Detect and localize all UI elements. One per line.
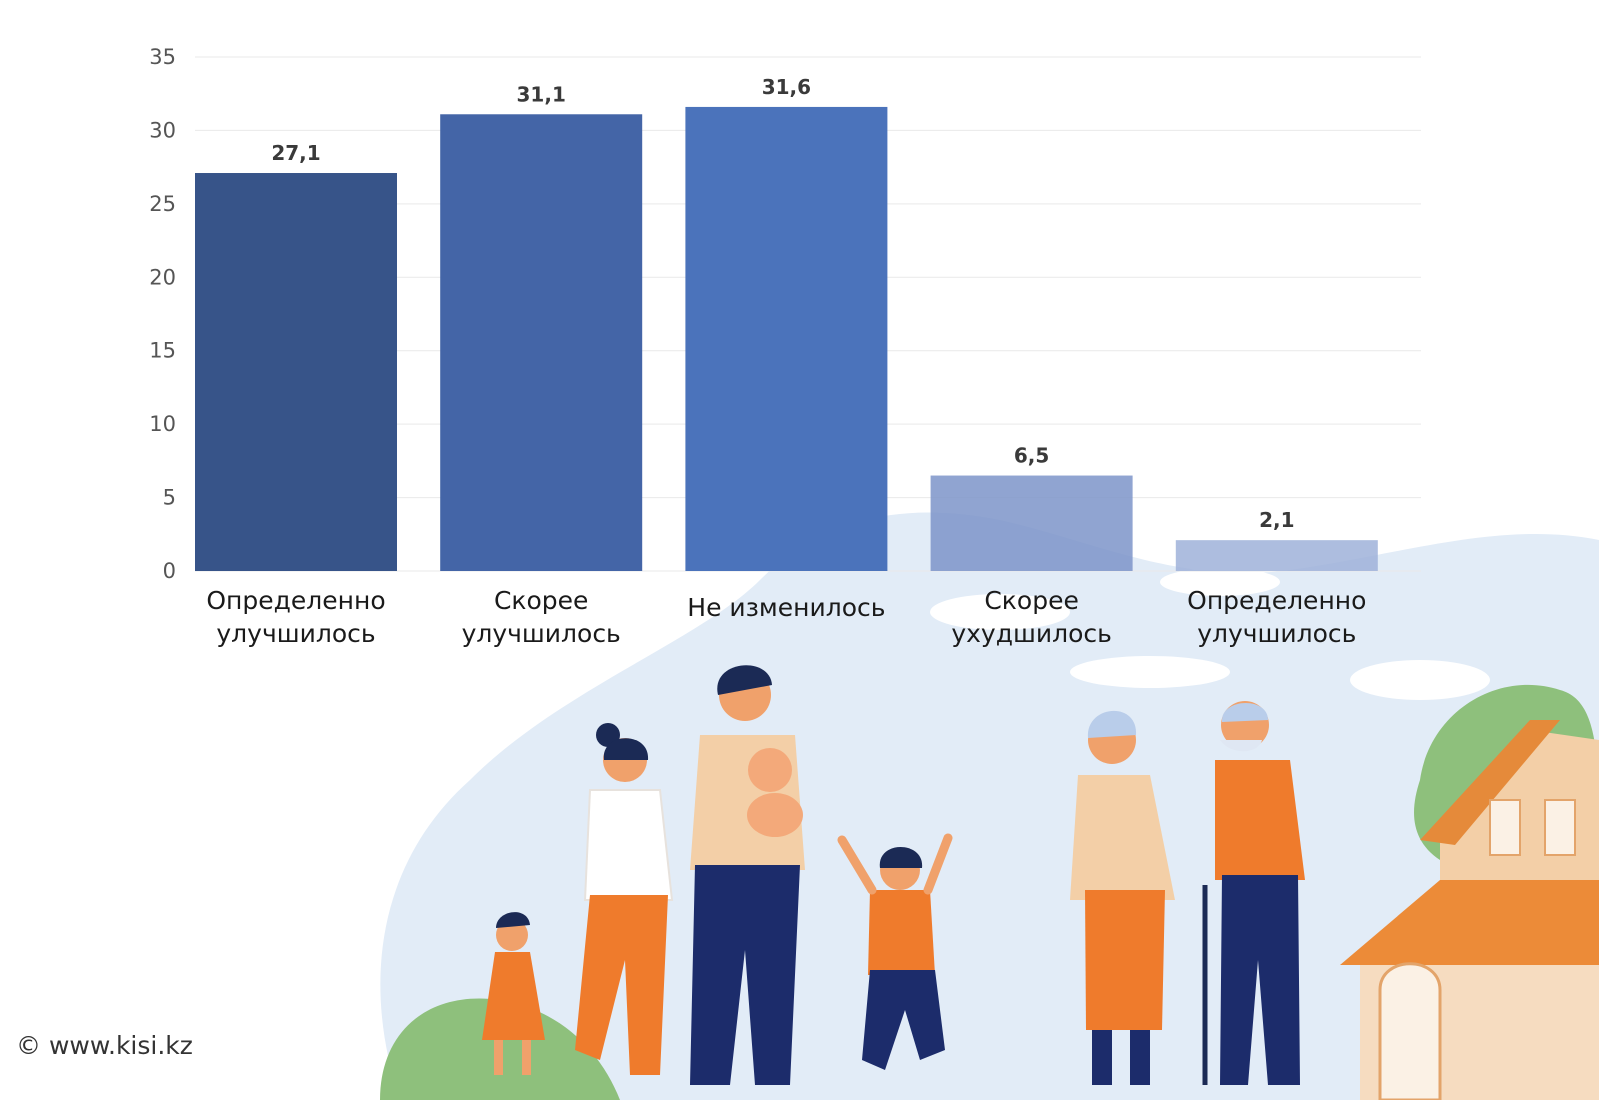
grandfather-figure bbox=[1202, 701, 1305, 1085]
data-label: 6,5 bbox=[1014, 444, 1049, 468]
x-tick-label: Скорее bbox=[494, 586, 588, 615]
x-tick-label: Скорее bbox=[984, 586, 1078, 615]
girl-figure bbox=[482, 912, 545, 1075]
y-tick-label: 5 bbox=[163, 486, 176, 510]
y-tick-label: 20 bbox=[149, 265, 176, 289]
family-illustration bbox=[380, 512, 1599, 1100]
y-tick-label: 25 bbox=[149, 192, 176, 216]
father-figure bbox=[690, 665, 805, 1085]
x-tick-label: улучшилось bbox=[462, 619, 621, 648]
bar bbox=[195, 173, 397, 571]
bar bbox=[685, 106, 888, 571]
x-tick-label: улучшилось bbox=[216, 619, 375, 648]
category-labels: Определенно улучшилось Скорее улучшилось Не … bbox=[206, 586, 1366, 648]
data-label: 27,1 bbox=[271, 141, 320, 165]
grandmother-figure bbox=[1070, 710, 1175, 1085]
clouds bbox=[930, 568, 1490, 700]
x-tick-label: Не изменилось bbox=[687, 593, 885, 622]
data-label: 31,6 bbox=[762, 75, 811, 99]
data-label: 2,1 bbox=[1259, 508, 1294, 532]
copyright-text: © www.kisi.kz bbox=[16, 1031, 193, 1060]
x-tick-label: Определенно bbox=[1187, 586, 1366, 615]
house bbox=[1340, 720, 1599, 1100]
value-labels: 27,1 31,1 31,6 6,5 2,1 bbox=[271, 75, 1294, 532]
x-tick-label: ухудшилось bbox=[951, 619, 1112, 648]
y-tick-label: 10 bbox=[149, 412, 176, 436]
y-axis-ticks: 0 5 10 15 20 25 30 35 bbox=[149, 45, 176, 583]
y-tick-label: 30 bbox=[149, 118, 176, 142]
y-tick-label: 15 bbox=[149, 339, 176, 363]
boy-figure bbox=[837, 833, 953, 1070]
bar bbox=[440, 114, 643, 571]
mother-figure bbox=[575, 723, 674, 1075]
data-label: 31,1 bbox=[517, 82, 566, 106]
y-tick-label: 0 bbox=[163, 559, 176, 583]
bars bbox=[195, 106, 1378, 571]
x-tick-label: улучшилось bbox=[1197, 619, 1356, 648]
y-tick-label: 35 bbox=[149, 45, 176, 69]
bar bbox=[930, 475, 1133, 571]
bar bbox=[1175, 540, 1378, 571]
x-tick-label: Определенно bbox=[206, 586, 385, 615]
